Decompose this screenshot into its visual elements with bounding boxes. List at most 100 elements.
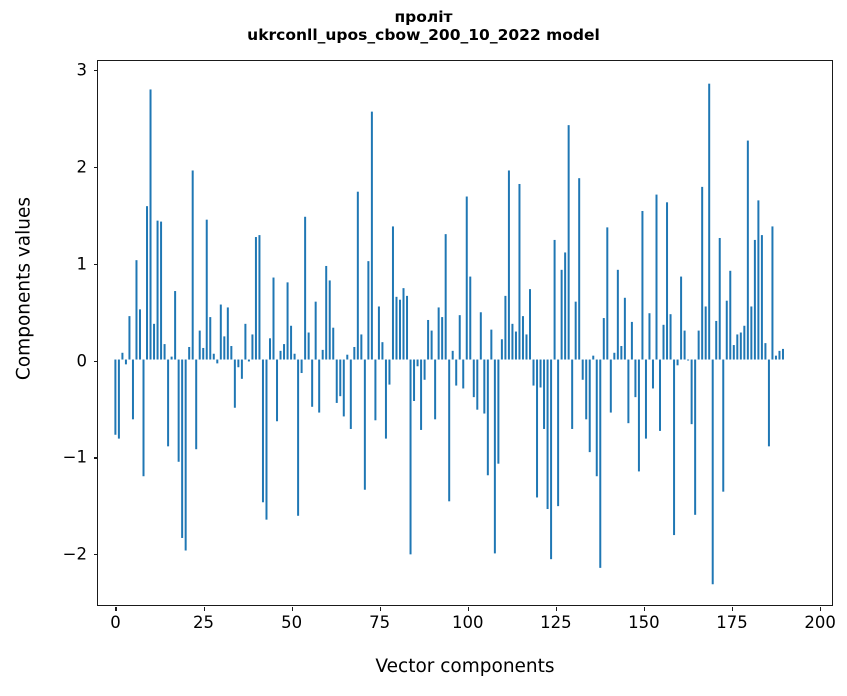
bar — [188, 346, 191, 360]
bar — [318, 359, 321, 413]
y-tick-mark — [93, 263, 98, 265]
bar — [764, 343, 767, 360]
bar — [651, 359, 654, 389]
x-tick-label: 75 — [369, 613, 391, 632]
bar — [300, 359, 303, 374]
x-tick-label: 200 — [804, 613, 836, 632]
bar — [377, 306, 380, 360]
bar — [683, 330, 686, 360]
bar — [198, 330, 201, 360]
bar — [391, 226, 394, 360]
bar — [247, 359, 250, 362]
bar — [507, 170, 510, 360]
bar — [486, 359, 489, 476]
x-tick-label: 0 — [110, 613, 121, 632]
bar — [623, 297, 626, 360]
bar — [276, 359, 279, 422]
bar — [177, 359, 180, 462]
bar — [304, 216, 307, 360]
bar — [701, 186, 704, 360]
bar — [490, 329, 493, 360]
bar — [637, 359, 640, 472]
bar — [669, 314, 672, 360]
x-tick-label: 25 — [193, 613, 215, 632]
bar — [254, 237, 257, 360]
bar — [430, 330, 433, 360]
bar — [715, 320, 718, 360]
bar — [616, 269, 619, 360]
bar — [230, 346, 233, 360]
bar — [518, 183, 521, 360]
bar — [602, 318, 605, 360]
y-tick-label: 0 — [76, 351, 88, 371]
x-tick-label: 150 — [628, 613, 660, 632]
bar — [613, 352, 616, 360]
bar-plot-area — [98, 61, 832, 605]
bar — [743, 325, 746, 360]
bar — [444, 234, 447, 360]
bar — [398, 299, 401, 360]
bar — [223, 336, 226, 360]
bar — [142, 359, 145, 477]
bar — [416, 359, 419, 367]
x-axis-label: Vector components — [375, 656, 555, 677]
bar — [578, 178, 581, 360]
bar — [536, 359, 539, 498]
bar — [367, 261, 370, 360]
bar — [131, 359, 134, 420]
bar — [732, 345, 735, 360]
bar — [673, 359, 676, 536]
y-tick-label: 3 — [76, 60, 88, 80]
bar — [346, 354, 349, 360]
bar — [290, 325, 293, 360]
bar — [644, 359, 647, 439]
bar — [307, 332, 310, 360]
bar — [500, 339, 503, 360]
x-tick-label: 175 — [716, 613, 748, 632]
bar — [753, 239, 756, 360]
bar — [462, 359, 465, 389]
chart-title-line-1: проліт — [394, 8, 453, 26]
bar — [465, 196, 468, 360]
bar — [532, 359, 535, 386]
bar — [219, 304, 222, 360]
bar — [360, 334, 363, 360]
x-tick-mark — [467, 607, 469, 612]
bar — [286, 282, 289, 360]
chart-title-line-2: ukrconll_upos_cbow_200_10_2022 model — [247, 26, 600, 45]
x-tick-mark — [379, 607, 381, 612]
chart-title: проліт ukrconll_upos_cbow_200_10_2022 mo… — [0, 8, 847, 45]
bar — [704, 306, 707, 360]
bar — [676, 359, 679, 366]
bar — [328, 280, 331, 360]
bar — [268, 338, 271, 360]
bar — [160, 221, 163, 360]
bar — [722, 359, 725, 492]
bar — [138, 309, 141, 360]
bar — [167, 359, 170, 447]
bar — [694, 359, 697, 515]
bar — [402, 288, 405, 360]
bar — [557, 359, 560, 507]
bar — [620, 346, 623, 360]
bar — [680, 276, 683, 360]
bar — [648, 313, 651, 360]
bar — [599, 359, 602, 568]
bar — [760, 235, 763, 360]
bar — [455, 359, 458, 386]
bar — [321, 349, 324, 360]
bar — [205, 219, 208, 360]
bar — [342, 359, 345, 417]
y-tick-label: 2 — [76, 157, 88, 177]
bar — [251, 334, 254, 360]
bar — [448, 359, 451, 502]
bar — [325, 265, 328, 360]
bar — [521, 316, 524, 360]
bar — [363, 359, 366, 490]
bar — [240, 359, 243, 379]
bar — [335, 359, 338, 403]
bar — [272, 277, 275, 360]
bar — [434, 359, 437, 420]
bar — [117, 359, 120, 439]
bar — [662, 324, 665, 360]
